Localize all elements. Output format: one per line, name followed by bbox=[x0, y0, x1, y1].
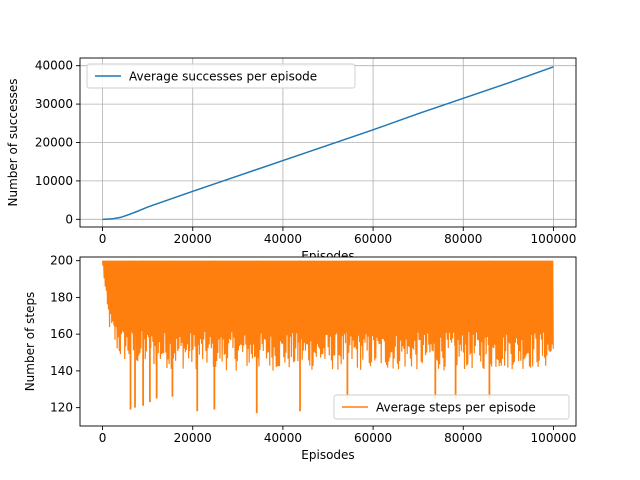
legend-label: Average steps per episode bbox=[376, 401, 536, 415]
x-tick-label: 20000 bbox=[174, 232, 212, 246]
x-tick-label: 60000 bbox=[354, 431, 392, 445]
legend-label: Average successes per episode bbox=[129, 70, 317, 84]
x-tick-label: 100000 bbox=[531, 431, 577, 445]
y-tick-label: 20000 bbox=[35, 136, 73, 150]
series-line-0 bbox=[102, 66, 554, 221]
plot-content bbox=[102, 66, 554, 221]
legend: Average steps per episode bbox=[333, 394, 570, 420]
y-tick-label: 160 bbox=[50, 327, 73, 341]
x-tick-label: 40000 bbox=[264, 232, 302, 246]
series-line-0 bbox=[101, 260, 554, 371]
y-tick-label: 200 bbox=[50, 254, 73, 268]
chart-bottom-panel: 0 20000 40000 60000 80000 100000 120 140 160 180 2… bbox=[23, 254, 577, 462]
x-tick-label: 0 bbox=[99, 232, 107, 246]
x-tick-label: 60000 bbox=[354, 232, 392, 246]
legend: Average successes per episode bbox=[86, 63, 356, 89]
legend-box bbox=[86, 63, 356, 89]
y-axis-label: Number of successes bbox=[6, 79, 20, 207]
y-tick-label: 30000 bbox=[35, 97, 73, 111]
y-tick-label: 140 bbox=[50, 364, 73, 378]
x-tick-label: 80000 bbox=[444, 431, 482, 445]
x-tick-label: 80000 bbox=[444, 232, 482, 246]
x-tick-label: 20000 bbox=[174, 431, 212, 445]
y-tick-label: 0 bbox=[65, 212, 73, 226]
plot-content bbox=[101, 260, 554, 414]
legend-box bbox=[333, 394, 570, 420]
x-tick-label: 40000 bbox=[264, 431, 302, 445]
y-tick-label: 10000 bbox=[35, 174, 73, 188]
chart-top-panel: 0 20000 40000 60000 80000 100000 0 10000 20000 30… bbox=[6, 57, 577, 263]
x-tick-label: 100000 bbox=[531, 232, 577, 246]
x-tick-label: 0 bbox=[99, 431, 107, 445]
y-tick-label: 40000 bbox=[35, 59, 73, 73]
y-axis-label: Number of steps bbox=[23, 292, 37, 392]
y-tick-label: 180 bbox=[50, 290, 73, 304]
y-tick-label: 120 bbox=[50, 401, 73, 415]
axes-frame bbox=[79, 256, 577, 427]
x-axis-label: Episodes bbox=[301, 448, 354, 462]
